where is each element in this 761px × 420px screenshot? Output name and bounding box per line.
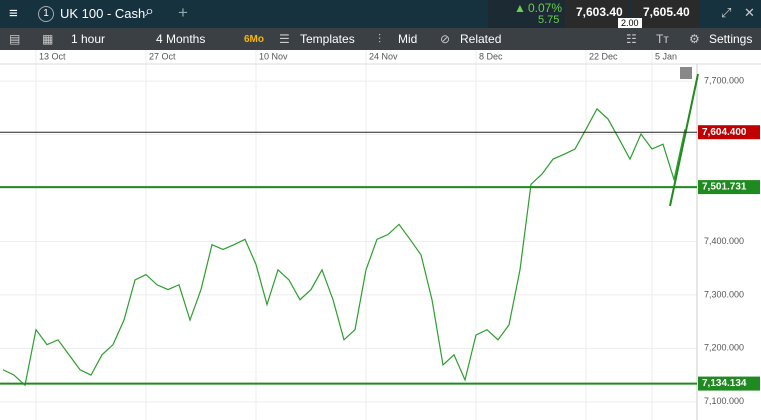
level-label-box	[698, 376, 760, 391]
sell-price: 7,603.40	[576, 5, 623, 19]
x-tick-label: 13 Oct	[39, 51, 66, 61]
change-arrow: ▲	[514, 1, 526, 15]
sell-box[interactable]: 7,603.40	[566, 0, 630, 28]
layout-icon[interactable]: ▦	[42, 32, 54, 46]
change-percent: 0.07%	[528, 1, 563, 15]
level-label: 7,604.400	[702, 127, 747, 138]
level-label-box	[698, 125, 760, 140]
buy-box[interactable]: 7,605.40	[631, 0, 699, 28]
toolbar: ▤ ▦ 1 hour 4 Months 6Mo ☰ Templates ⫶ Mi…	[0, 28, 761, 50]
y-tick-label: 7,400.000	[704, 236, 744, 246]
related-icon: ⊘	[440, 32, 451, 46]
panel-icon[interactable]: ▤	[9, 32, 21, 46]
menu-icon[interactable]: ≡	[9, 5, 18, 22]
change-box: ▲ 0.07% 5.75	[488, 0, 565, 28]
search-icon[interactable]: ⌕	[145, 3, 154, 20]
scale-icon[interactable]: ☷	[626, 32, 637, 46]
trend-line	[669, 73, 699, 207]
interval[interactable]: 1 hour	[71, 32, 106, 46]
y-tick-label: 7,700.000	[704, 75, 744, 85]
add-tab[interactable]: +	[178, 3, 188, 22]
range-short[interactable]: 6Mo	[244, 34, 264, 45]
buy-price: 7,605.40	[643, 5, 690, 19]
x-tick-label: 24 Nov	[369, 51, 398, 61]
level-label: 7,134.134	[702, 378, 747, 389]
price-line	[2, 107, 686, 387]
settings[interactable]: Settings	[709, 32, 753, 46]
price-type-icon: ⫶	[378, 32, 382, 46]
y-tick-label: 7,100.000	[704, 396, 744, 406]
level-label-box	[698, 180, 760, 195]
y-tick-label: 7,200.000	[704, 343, 744, 353]
x-tick-label: 27 Oct	[149, 51, 176, 61]
scroll-button[interactable]	[680, 67, 692, 79]
templates-icon: ☰	[279, 32, 290, 46]
top-bar: ≡ 1 UK 100 - Cash ⌕ + ▲ 0.07% 5.75 7,603…	[0, 0, 761, 28]
settings-icon: ⚙	[689, 32, 700, 46]
related[interactable]: Related	[460, 32, 502, 46]
x-tick-label: 10 Nov	[259, 51, 288, 61]
close-icon[interactable]: ✕	[744, 5, 755, 20]
level-label: 7,501.731	[702, 182, 747, 193]
x-tick-label: 5 Jan	[655, 51, 677, 61]
expand-icon[interactable]: ⤢	[721, 5, 732, 20]
instrument-title[interactable]: UK 100 - Cash	[60, 6, 146, 21]
price-chart: 7,100.000 7,200.000 7,300.000 7,400.000 7,50…	[0, 50, 761, 420]
y-tick-label: 7,300.000	[704, 289, 744, 299]
templates[interactable]: Templates	[300, 32, 355, 46]
x-tick-label: 22 Dec	[589, 51, 618, 61]
text-icon[interactable]: Tт	[656, 32, 669, 46]
range[interactable]: 4 Months	[156, 32, 206, 46]
change-value: 5.75	[538, 14, 560, 26]
price-type[interactable]: Mid	[398, 32, 418, 46]
spread: 2.00	[618, 18, 642, 28]
instrument-icon: 1	[38, 6, 54, 22]
x-tick-label: 8 Dec	[479, 51, 503, 61]
